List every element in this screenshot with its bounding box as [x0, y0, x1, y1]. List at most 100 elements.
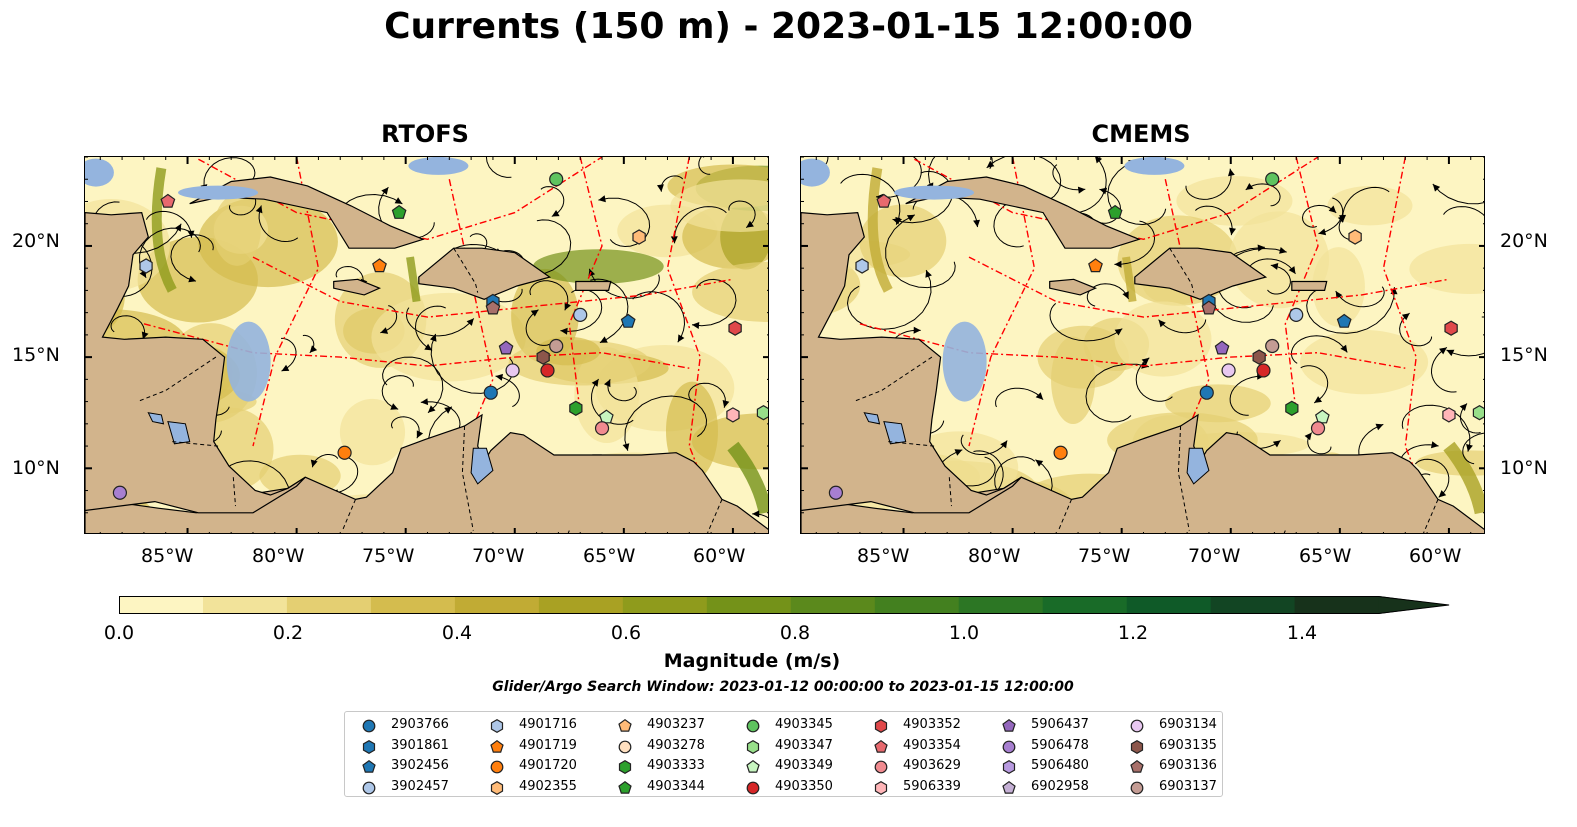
map-panel-cmems[interactable]: [800, 156, 1485, 534]
streamline-arrow: [1314, 396, 1322, 403]
float-marker-4903629: [594, 421, 610, 436]
float-marker-4903347: [756, 405, 768, 421]
streamline: [1443, 206, 1484, 216]
country-border: [853, 356, 933, 403]
streamline: [139, 227, 201, 279]
y-tick-label: 20°N: [1500, 230, 1548, 252]
streamline-arrow: [670, 236, 678, 244]
streamline: [673, 206, 727, 244]
legend-marker: [746, 759, 760, 773]
streamline-arrow: [1459, 403, 1467, 411]
streamline-arrow: [560, 327, 568, 335]
float-marker-4901719: [372, 258, 387, 273]
current-magnitude-area: [1176, 176, 1293, 226]
lake: [863, 412, 881, 425]
colorbar-segment: [370, 596, 456, 614]
streamline-arrow: [1077, 186, 1086, 194]
legend-label: 4902355: [519, 778, 577, 794]
legend-label: 5906478: [1031, 737, 1089, 753]
streamline-arrow: [746, 220, 754, 228]
legend-label: 6902958: [1031, 778, 1089, 794]
streamline-arrow: [1401, 313, 1410, 321]
streamline: [110, 315, 146, 340]
colorbar-tick: 0.2: [272, 622, 304, 644]
float-marker-2903766: [483, 385, 498, 400]
legend-marker-icon: [746, 759, 760, 773]
current-magnitude-area: [1409, 243, 1484, 294]
streamline-arrow: [1257, 244, 1265, 252]
streamline-arrow: [722, 400, 730, 408]
country-border: [341, 499, 356, 531]
float-marker-3902456: [1336, 313, 1352, 328]
x-tick-label: 80°W: [968, 545, 1021, 567]
streamline-arrow: [416, 430, 424, 439]
streamline: [1300, 365, 1329, 404]
streamline-arrow: [1279, 247, 1287, 254]
colorbar-tick: 0.0: [103, 622, 135, 644]
land-central: [801, 211, 1022, 514]
streamline-arrow: [692, 322, 700, 329]
streamline: [495, 375, 520, 408]
x-tick-label: 70°W: [472, 545, 525, 567]
streamline: [1335, 286, 1385, 308]
colorbar-segment: [706, 596, 792, 614]
streamline: [885, 214, 956, 289]
streamline-arrow: [906, 214, 915, 222]
legend-label: 3902456: [391, 758, 449, 773]
x-tick-label: 65°W: [1299, 545, 1352, 567]
float-marker-6903135: [536, 349, 550, 365]
streamline: [381, 375, 414, 410]
x-tick-label: 85°W: [141, 545, 194, 567]
legend-marker: [1130, 719, 1144, 733]
float-marker-4903352: [1444, 320, 1458, 336]
legend-marker: [874, 719, 888, 733]
legend-marker: [618, 780, 632, 794]
streamline-arrow: [255, 205, 263, 214]
current-band: [1122, 256, 1137, 303]
legend-marker: [618, 760, 632, 774]
legend-label: 4903344: [647, 778, 705, 794]
streamline-arrow: [551, 210, 560, 217]
shallow-water: [226, 321, 271, 402]
legend-marker-icon: [874, 719, 888, 733]
float-marker-4903333: [569, 400, 583, 416]
map-panel-rtofs[interactable]: [84, 156, 769, 534]
legend-marker-icon: [362, 719, 376, 733]
legend-marker: [874, 760, 888, 774]
streamline: [927, 157, 993, 191]
streamline: [1229, 375, 1265, 416]
legend-marker-icon: [490, 760, 504, 774]
streamline: [1114, 220, 1156, 265]
legend-label: 5906480: [1031, 758, 1089, 773]
country-border: [1057, 499, 1072, 531]
x-tick-label: 70°W: [1188, 545, 1241, 567]
shallow-water: [942, 321, 987, 402]
streamline-arrow: [309, 345, 318, 353]
float-marker-4902355: [632, 229, 646, 245]
country-border: [172, 441, 219, 447]
legend-marker: [1002, 740, 1016, 753]
legend-marker: [362, 781, 376, 794]
legend-marker: [490, 780, 504, 795]
legend-marker: [874, 739, 888, 753]
y-tick-label: 10°N: [12, 457, 60, 479]
streamline: [1301, 204, 1337, 228]
streamline: [380, 305, 398, 334]
streamline: [382, 356, 444, 414]
streamline-arrow: [430, 333, 437, 342]
streamline: [1307, 432, 1332, 455]
colorbar-segment: [1126, 596, 1212, 614]
streamline-arrow: [420, 398, 429, 406]
streamline: [590, 278, 629, 344]
float-marker-5906339: [1442, 407, 1456, 423]
eez-boundary-line: [448, 179, 494, 458]
legend-marker-icon: [874, 780, 888, 795]
land-jamaica: [1049, 278, 1098, 296]
y-tick-label: 20°N: [12, 230, 60, 252]
streamline-arrow: [1114, 260, 1122, 268]
colorbar-segment: [790, 596, 876, 614]
current-band: [406, 256, 421, 303]
streamline-arrow: [381, 187, 389, 195]
float-marker-6903136: [485, 300, 501, 315]
y-tick-label: 15°N: [12, 344, 60, 366]
